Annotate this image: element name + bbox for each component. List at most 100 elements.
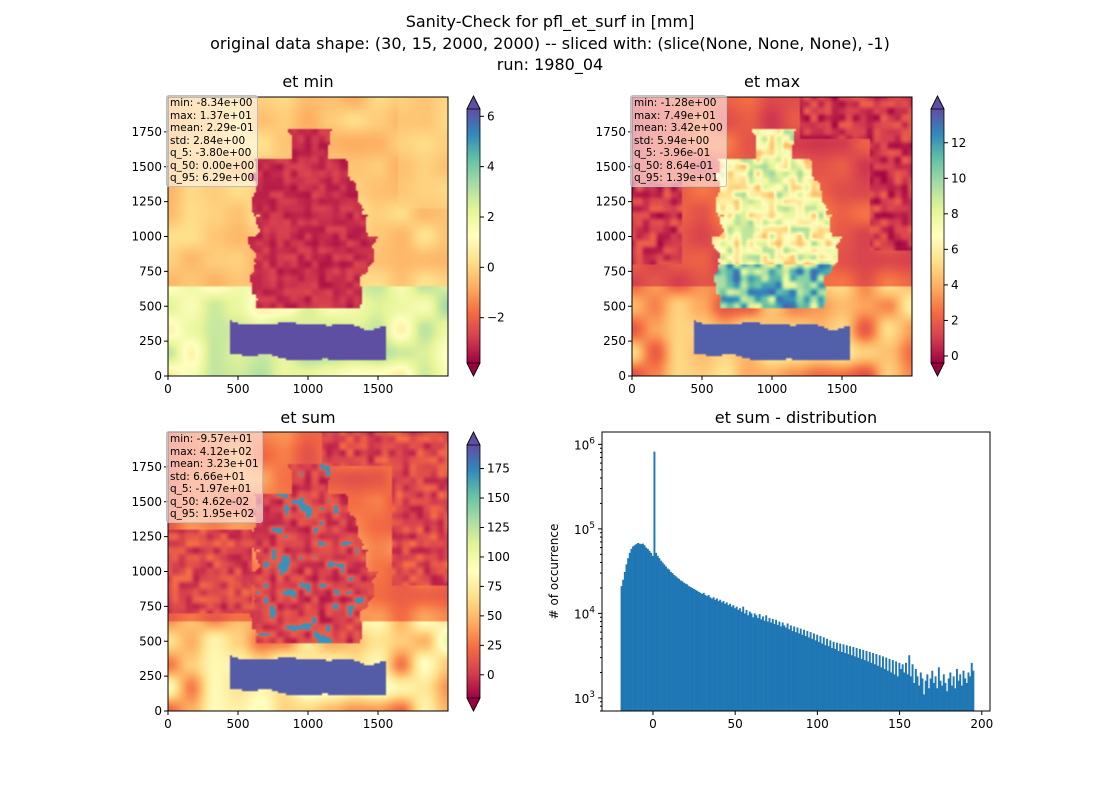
histogram-bar — [757, 618, 759, 711]
histogram-bar — [712, 597, 715, 711]
histogram-bar — [661, 562, 664, 711]
stat-std: std: 2.84e+00 — [170, 134, 246, 147]
histogram-bars — [620, 451, 975, 711]
histogram-bar — [776, 624, 779, 711]
y-tick-label: 500 — [139, 299, 162, 313]
colorbar-tick-label: 4 — [951, 278, 959, 292]
y-tick-label: 1250 — [595, 195, 626, 209]
histogram-bar — [773, 623, 776, 711]
histogram-bar — [893, 674, 896, 711]
panel-title-et-min: et min — [282, 72, 334, 91]
histogram-bar — [663, 564, 666, 711]
y-tick-label: 1000 — [595, 230, 626, 244]
colorbar-tick-label: 4 — [487, 160, 495, 174]
histogram-bar — [750, 613, 753, 711]
histogram-bar — [788, 629, 791, 711]
histogram-bar — [798, 633, 801, 711]
histogram-bar — [714, 599, 717, 711]
y-tick-label: 0 — [154, 704, 162, 718]
histogram-bar — [648, 550, 651, 711]
histogram-bar — [822, 637, 825, 711]
histogram-bar — [696, 590, 699, 711]
x-tick-label: 1000 — [757, 382, 788, 396]
histogram-bar — [789, 625, 792, 711]
histogram-bar — [770, 622, 773, 711]
histogram-bar — [640, 544, 643, 711]
histogram-bar — [707, 595, 710, 711]
stat-q50: q_50: 0.00e+00 — [170, 159, 255, 172]
histogram-bar — [809, 632, 812, 711]
histogram-bar — [686, 584, 689, 711]
histogram-bar — [729, 603, 732, 711]
histogram-bar — [638, 543, 641, 711]
x-tick-label: 1500 — [827, 382, 858, 396]
stat-max: max: 4.12e+02 — [170, 445, 252, 458]
histogram-bar — [888, 658, 891, 711]
histogram-bar — [732, 605, 735, 711]
histogram-bar — [627, 558, 630, 711]
histogram-bar — [918, 685, 921, 711]
histogram-bar — [839, 643, 842, 711]
histogram-bar — [738, 608, 741, 711]
histogram-bar — [684, 583, 687, 711]
histogram-bar — [656, 555, 659, 711]
x-tick-label: 50 — [728, 717, 743, 731]
histogram-bar — [942, 674, 945, 711]
panel-title-et-sum: et sum — [280, 408, 336, 427]
x-tick-label: 1000 — [293, 382, 324, 396]
plot-frame — [601, 431, 991, 712]
stat-q95: q_95: 1.95e+02 — [170, 508, 255, 520]
histogram-bar — [653, 451, 656, 711]
histogram-bar — [891, 660, 894, 711]
x-tick-label: 1000 — [293, 717, 324, 731]
colorbar-tick-label: 2 — [487, 210, 495, 224]
colorbar-tick-label: 6 — [951, 242, 959, 256]
histogram-bar — [676, 577, 679, 711]
histogram-bar — [914, 668, 917, 711]
histogram-bar — [697, 591, 700, 711]
histogram-bar — [900, 668, 903, 711]
histogram-bar — [821, 643, 824, 711]
panel-title-et-max: et max — [743, 72, 801, 91]
histogram-bar — [671, 573, 674, 711]
y-tick-label: 250 — [603, 334, 626, 348]
histogram-bar — [857, 657, 860, 711]
colorbar-extend-min — [930, 362, 945, 377]
histogram-bar — [835, 642, 838, 711]
colorbar-tick-label: 50 — [487, 609, 502, 623]
colorbar-tick-label: 150 — [487, 491, 510, 505]
stat-min: min: -9.57e+01 — [170, 433, 253, 445]
histogram-bar — [826, 638, 829, 711]
histogram-bar — [875, 654, 878, 711]
colorbar-extend-max — [466, 95, 481, 110]
histogram-bar — [837, 650, 840, 711]
histogram-bar — [786, 623, 789, 711]
stat-mean: mean: 2.29e-01 — [170, 122, 254, 134]
histogram-bar — [668, 569, 671, 711]
histogram-bar — [908, 655, 911, 711]
histogram-bar — [932, 683, 935, 711]
histogram-bar — [934, 676, 937, 711]
x-tick-label: 150 — [888, 717, 911, 731]
histogram-bar — [637, 543, 639, 711]
histogram-bar — [806, 630, 809, 711]
x-tick-label: 500 — [691, 382, 714, 396]
colorbar-extend-max — [466, 431, 481, 446]
colorbar-tick-label: 2 — [951, 313, 959, 327]
colorbar-tick-label: 10 — [951, 171, 966, 185]
histogram-bar — [921, 678, 924, 711]
histogram-bar — [931, 670, 934, 711]
histogram-bar — [858, 648, 861, 711]
histogram-bar — [911, 664, 914, 711]
colorbar-gradient — [467, 109, 480, 363]
histogram-bar — [880, 667, 883, 711]
histogram-bar — [919, 672, 922, 711]
y-tick-label: 1750 — [131, 125, 162, 139]
histogram-bar — [909, 676, 912, 711]
histogram-bar — [796, 627, 799, 711]
x-tick-label: 100 — [806, 717, 829, 731]
histogram-bar — [962, 670, 965, 711]
histogram-bar — [630, 548, 633, 711]
histogram-bar — [946, 691, 949, 711]
histogram-bar — [896, 676, 899, 711]
